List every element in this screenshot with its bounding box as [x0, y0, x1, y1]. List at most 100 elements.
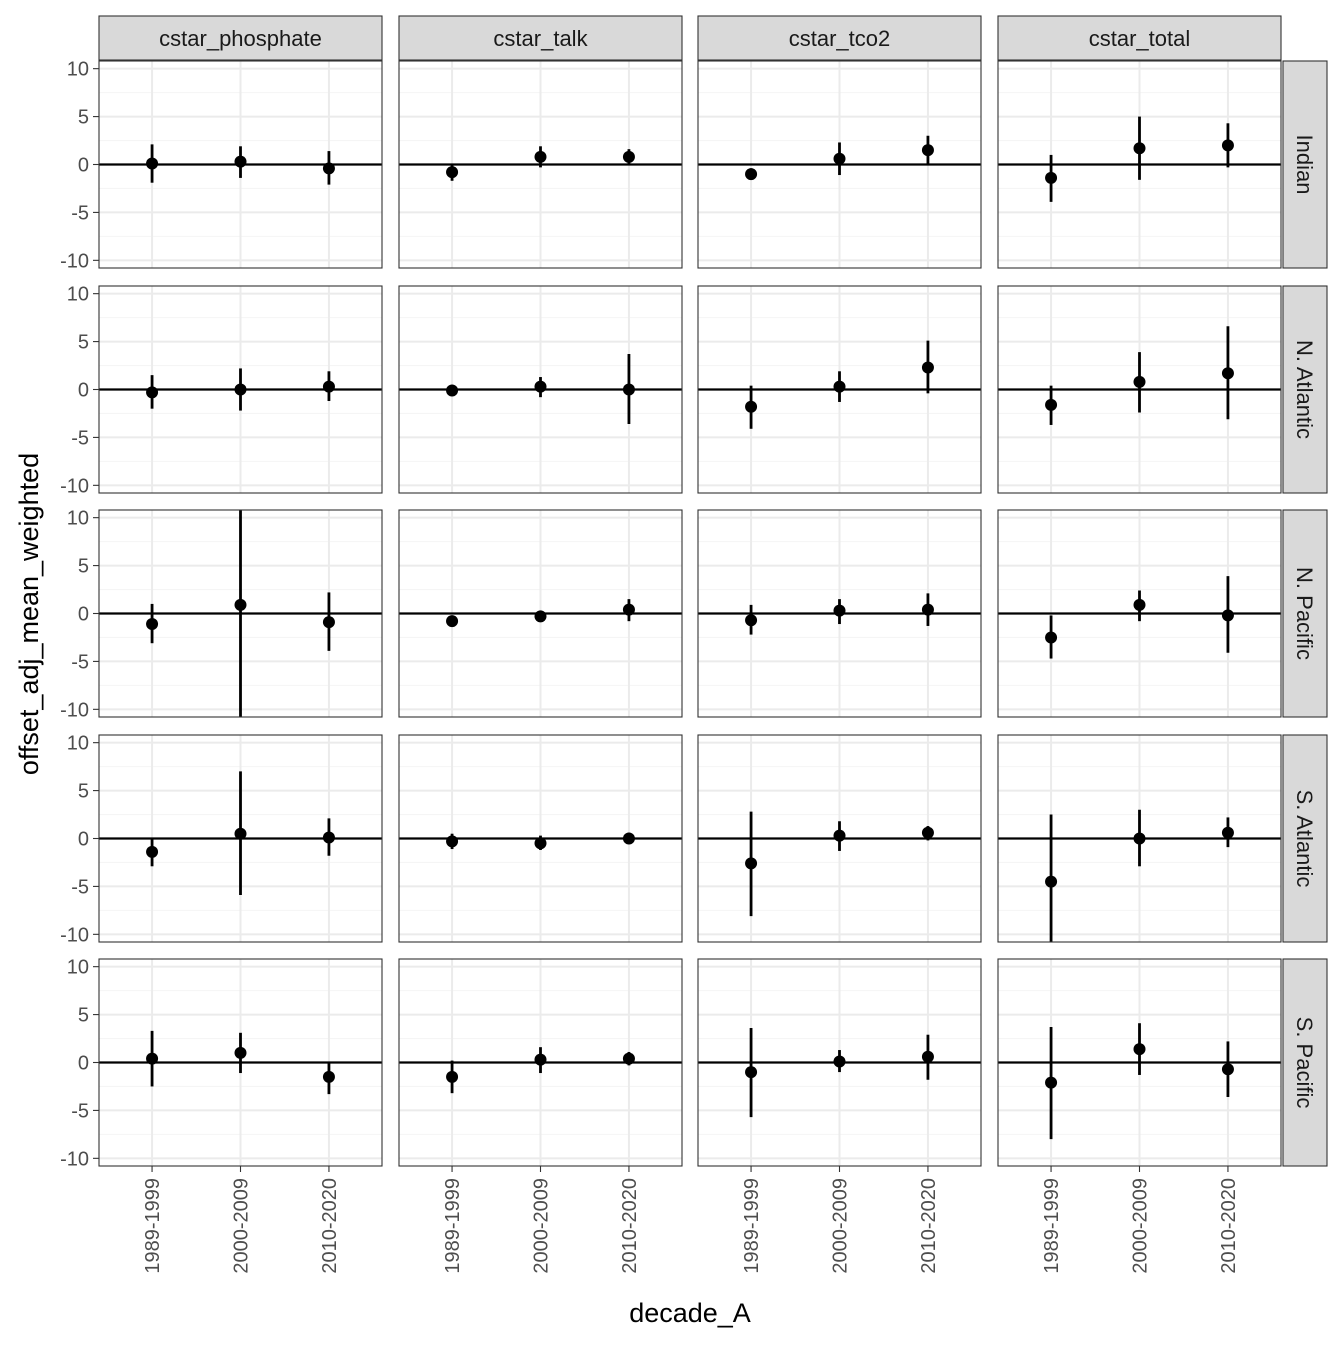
data-point	[921, 361, 934, 374]
data-point	[745, 168, 758, 181]
panel-data-3-2	[745, 811, 934, 917]
panel-data-1-3	[1045, 326, 1234, 425]
data-point	[1133, 142, 1146, 155]
data-point	[322, 1070, 335, 1083]
facet-strip-label-cstar_tco2: cstar_tco2	[789, 26, 891, 51]
data-point	[622, 832, 635, 845]
facet-strip-label-cstar_talk: cstar_talk	[493, 26, 588, 51]
y-tick-label: -10	[60, 250, 89, 272]
x-tick-label: 2010-2020	[1218, 1178, 1240, 1274]
data-point	[234, 598, 247, 611]
panel-data-2-0	[146, 510, 335, 717]
data-point	[833, 604, 846, 617]
x-tick-label: 2010-2020	[319, 1178, 341, 1274]
panel-border	[398, 285, 683, 494]
data-point	[534, 380, 547, 393]
panel-data-4-0	[146, 1030, 335, 1095]
data-point	[234, 155, 247, 168]
facet-row-strip-indian	[1282, 60, 1328, 269]
y-tick-label: -5	[71, 427, 89, 449]
panel-data-0-1	[446, 146, 635, 181]
x-tick-label: 2010-2020	[918, 1178, 940, 1274]
data-point	[1221, 1063, 1234, 1076]
facet-row-strip-s-atlantic	[1282, 734, 1328, 943]
data-point	[1133, 598, 1146, 611]
data-point	[446, 835, 459, 848]
panel-border	[997, 509, 1282, 718]
data-point	[146, 386, 159, 399]
data-point	[1221, 609, 1234, 622]
data-point	[534, 837, 547, 850]
facet-strip-cstar_phosphate	[98, 15, 383, 61]
facet-strip-cstar_talk	[398, 15, 683, 61]
data-point	[921, 1050, 934, 1063]
data-point	[1133, 832, 1146, 845]
x-tick-label: 2010-2020	[619, 1178, 641, 1274]
facet-row-strip-n-atlantic	[1282, 285, 1328, 494]
y-tick-label: 10	[67, 59, 89, 81]
data-point	[146, 1052, 159, 1065]
facet-row-label-n-atlantic: N. Atlantic	[1292, 340, 1317, 439]
x-tick-label: 1989-1999	[741, 1178, 763, 1274]
facet-strip-cstar_tco2	[697, 15, 982, 61]
x-axis-title: decade_A	[629, 1298, 751, 1328]
data-point	[1045, 171, 1058, 184]
panel-data-0-0	[146, 144, 335, 185]
panel-border	[697, 60, 982, 269]
panel-data-3-3	[1045, 809, 1234, 942]
data-point	[146, 157, 159, 170]
data-point	[534, 610, 547, 623]
y-tick-label: -5	[71, 1100, 89, 1122]
panel-data-4-3	[1045, 1023, 1234, 1140]
facet-strip-label-cstar_phosphate: cstar_phosphate	[159, 26, 322, 51]
facet-row-label-s-pacific: S. Pacific	[1292, 1017, 1317, 1109]
y-tick-label: 5	[78, 556, 89, 578]
data-point	[745, 614, 758, 627]
y-tick-label: 0	[78, 1053, 89, 1075]
data-point	[745, 857, 758, 870]
y-tick-label: 5	[78, 107, 89, 129]
y-tick-label: 10	[67, 284, 89, 306]
panel-data-0-3	[1045, 116, 1234, 202]
panel-border	[398, 60, 683, 269]
panel-border	[697, 285, 982, 494]
data-point	[234, 827, 247, 840]
data-point	[234, 383, 247, 396]
data-point	[921, 826, 934, 839]
x-tick-label: 2000-2009	[1130, 1178, 1152, 1274]
x-tick-label: 1989-1999	[1041, 1178, 1063, 1274]
y-tick-label: 10	[67, 508, 89, 530]
panel-border	[398, 734, 683, 943]
data-point	[322, 831, 335, 844]
data-point	[1045, 398, 1058, 411]
facet-row-strip-s-pacific	[1282, 958, 1328, 1167]
panel-border	[997, 285, 1282, 494]
data-point	[322, 380, 335, 393]
panel-data-2-1	[446, 599, 635, 628]
panel-border	[398, 509, 683, 718]
data-point	[1221, 139, 1234, 152]
facet-strip-cstar_total	[997, 15, 1282, 61]
y-tick-label: 10	[67, 733, 89, 755]
x-tick-label: 1989-1999	[142, 1178, 164, 1274]
data-point	[921, 603, 934, 616]
data-point	[1045, 631, 1058, 644]
x-tick-label: 2000-2009	[231, 1178, 253, 1274]
panel-border	[997, 60, 1282, 269]
data-point	[1221, 367, 1234, 380]
data-point	[833, 829, 846, 842]
data-point	[745, 1066, 758, 1079]
panel-data-2-3	[1045, 576, 1234, 659]
data-point	[446, 1070, 459, 1083]
panel-data-3-1	[446, 832, 635, 850]
y-tick-label: 5	[78, 1005, 89, 1027]
panel-data-2-2	[745, 593, 934, 635]
facet-row-label-s-atlantic: S. Atlantic	[1292, 790, 1317, 888]
panel-data-4-2	[745, 1028, 934, 1118]
data-point	[745, 400, 758, 413]
data-point	[1133, 375, 1146, 388]
y-tick-label: -10	[60, 1148, 89, 1170]
y-tick-label: -5	[71, 202, 89, 224]
